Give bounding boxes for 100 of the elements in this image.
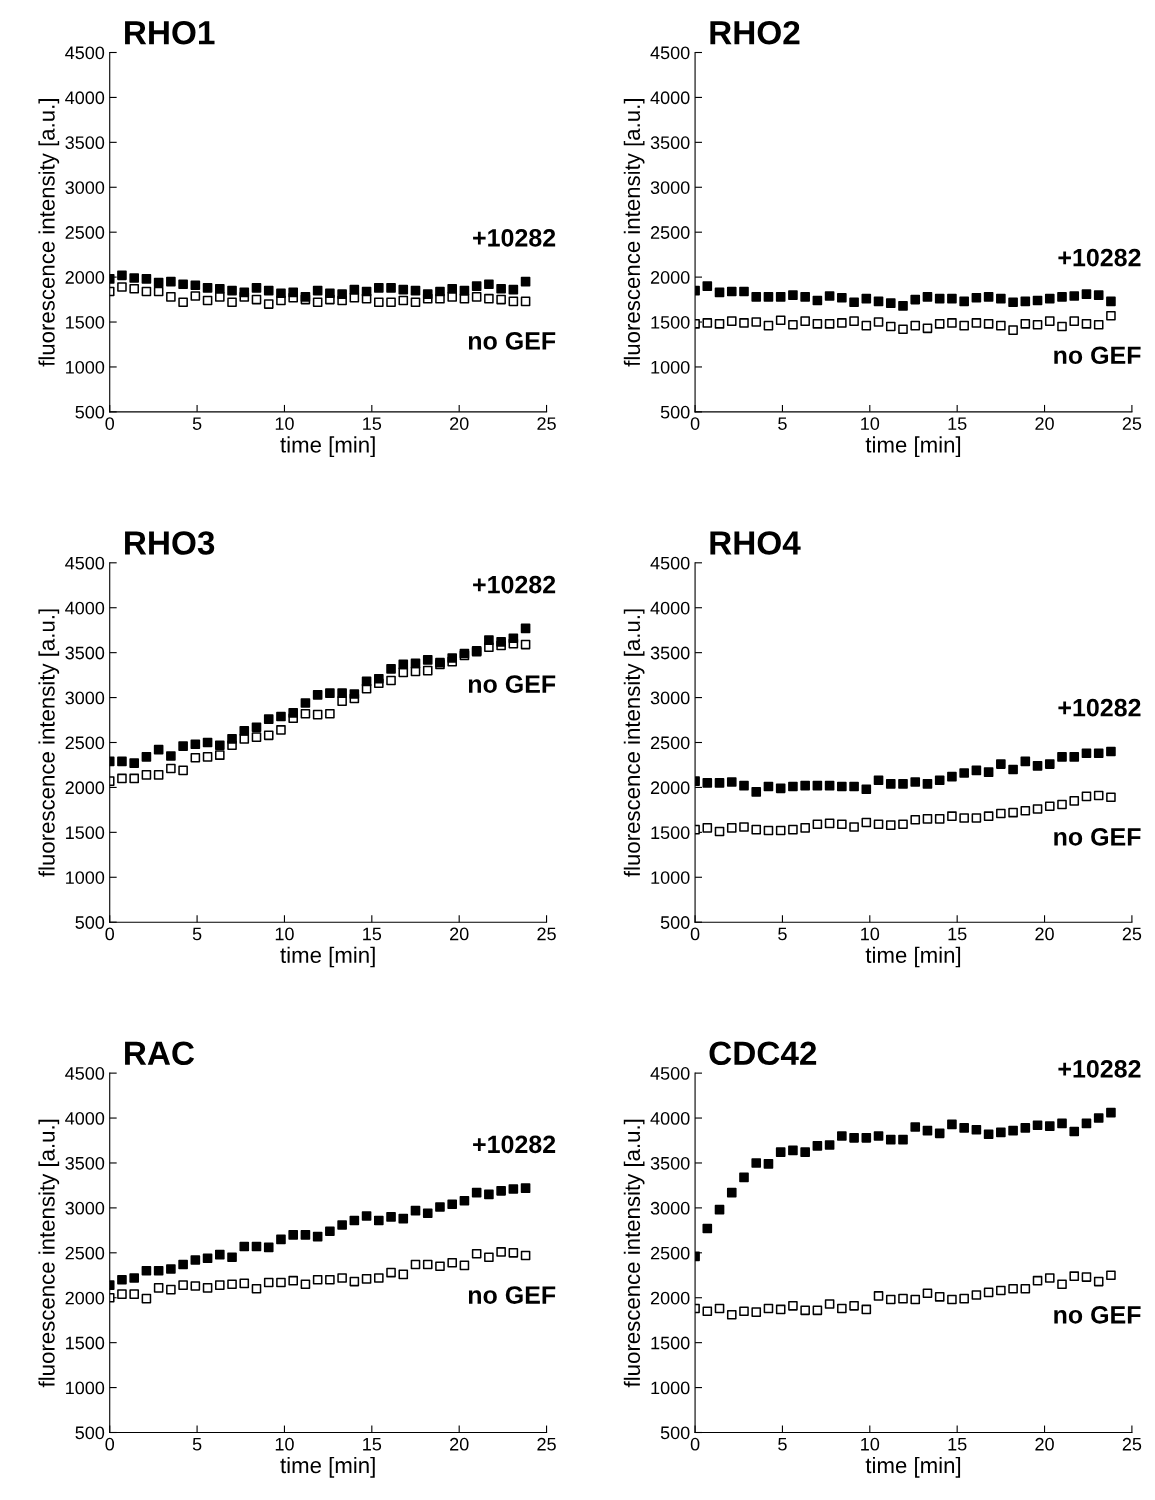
y-tick-label: 4000 [65,91,105,105]
series-label: +10282 [473,575,556,594]
y-tick-label: 1500 [66,1336,105,1350]
x-tick-label: 5 [778,927,787,941]
x-tick-label: 15 [948,927,967,941]
x-tick-label: 0 [105,417,115,430]
x-tick-label: 5 [192,417,202,430]
x-tick-label: 25 [1122,417,1142,430]
y-tick-label: 1500 [651,315,690,329]
y-tick-label: 2500 [65,736,105,750]
y-tick-label: 1500 [651,826,690,840]
x-tick-label: 20 [450,927,469,941]
x-tick-label: 20 [1035,927,1054,941]
y-tick-label: 2500 [650,736,690,750]
x-tick-label: 25 [1122,1437,1142,1451]
y-tick-label: 4000 [650,601,690,615]
y-tick-label: 4500 [65,556,105,570]
x-tick-label: 0 [690,1437,700,1451]
x-tick-label: 15 [948,417,967,430]
x-tick-label: 25 [537,1437,556,1451]
y-tick-label: 4000 [65,601,105,615]
y-axis-title: fluorescence intensity [a.u.] [623,99,645,367]
y-tick-label: 3500 [650,1156,690,1170]
series-label: no GEF [468,675,556,693]
series-label: +10282 [1058,1060,1141,1078]
y-tick-label: 3500 [65,1156,105,1170]
y-tick-label: 3000 [650,181,690,194]
series-label: +10282 [1058,698,1141,717]
x-tick-label: 5 [192,1438,202,1451]
y-tick-label: 3500 [65,136,105,150]
x-axis-title: time [min] [865,1456,961,1478]
y-tick-label: 3000 [65,181,105,194]
x-tick-label: 25 [537,927,556,941]
x-tick-label: 5 [778,417,787,430]
x-tick-label: 15 [363,1438,382,1451]
y-axis-title: fluorescence intensity [a.u.] [623,609,645,877]
y-tick-label: 3000 [65,691,105,705]
series-label: no GEF [1054,346,1141,365]
x-tick-label: 10 [861,927,880,941]
x-tick-label: 0 [105,927,115,941]
x-tick-label: 10 [275,927,294,941]
series-label: +10282 [473,1135,556,1154]
chart-title: RHO1 [125,20,215,45]
x-tick-label: 0 [105,1437,115,1451]
y-tick-label: 1500 [66,826,105,840]
x-tick-label: 25 [1122,927,1142,941]
x-tick-label: 5 [192,927,202,941]
x-tick-label: 0 [690,927,700,941]
chart-title: RHO4 [710,531,801,555]
x-tick-label: 20 [450,417,469,430]
y-axis-title: fluorescence intensity [a.u.] [38,99,60,367]
y-tick-label: 1000 [651,360,690,374]
series-label: no GEF [1054,827,1141,846]
y-tick-label: 2000 [65,271,105,284]
y-tick-label: 2000 [65,1291,105,1305]
y-tick-label: 3000 [65,1201,105,1215]
x-tick-label: 15 [948,1438,967,1451]
y-tick-label: 500 [75,405,105,419]
y-tick-label: 1000 [66,871,105,884]
series-label: no GEF [468,1286,556,1304]
y-tick-label: 2500 [65,1246,105,1260]
series-label: no GEF [468,332,556,350]
x-tick-label: 10 [275,1437,294,1451]
x-tick-label: 20 [450,1437,469,1451]
y-tick-label: 500 [75,916,105,929]
x-axis-title: time [min] [280,946,375,968]
y-tick-label: 3500 [650,136,690,150]
y-tick-label: 1000 [651,1381,690,1395]
y-tick-label: 1000 [651,871,690,884]
y-tick-label: 1500 [651,1336,690,1350]
y-tick-label: 2000 [65,781,105,795]
x-axis-title: time [min] [280,436,375,458]
x-axis-title: time [min] [280,1456,375,1478]
x-axis-title: time [min] [865,946,961,968]
x-tick-label: 10 [861,417,880,430]
y-tick-label: 4500 [65,1067,105,1080]
y-tick-label: 4000 [650,1111,690,1125]
y-tick-label: 1000 [66,1381,105,1395]
y-tick-label: 500 [660,916,690,929]
y-tick-label: 2000 [650,781,690,795]
y-tick-label: 4000 [65,1111,105,1125]
y-tick-label: 1000 [66,360,105,374]
y-tick-label: 3000 [650,1201,690,1215]
x-tick-label: 10 [275,417,294,430]
y-tick-label: 3000 [650,691,690,705]
y-tick-label: 4500 [650,46,690,60]
y-tick-label: 2500 [650,226,690,239]
chart-title: CDC42 [709,1041,817,1066]
x-tick-label: 20 [1035,417,1054,430]
y-axis-title: fluorescence intensity [a.u.] [38,609,60,877]
y-tick-label: 3500 [65,646,105,660]
x-tick-label: 10 [861,1437,880,1451]
y-tick-label: 2500 [65,226,105,239]
x-tick-label: 15 [363,927,382,941]
chart-title: RHO2 [710,20,800,45]
y-tick-label: 500 [660,1426,690,1440]
x-tick-label: 5 [778,1438,787,1451]
y-tick-label: 500 [75,1426,105,1440]
chart-title: RAC [125,1041,195,1066]
y-tick-label: 4500 [65,46,105,60]
